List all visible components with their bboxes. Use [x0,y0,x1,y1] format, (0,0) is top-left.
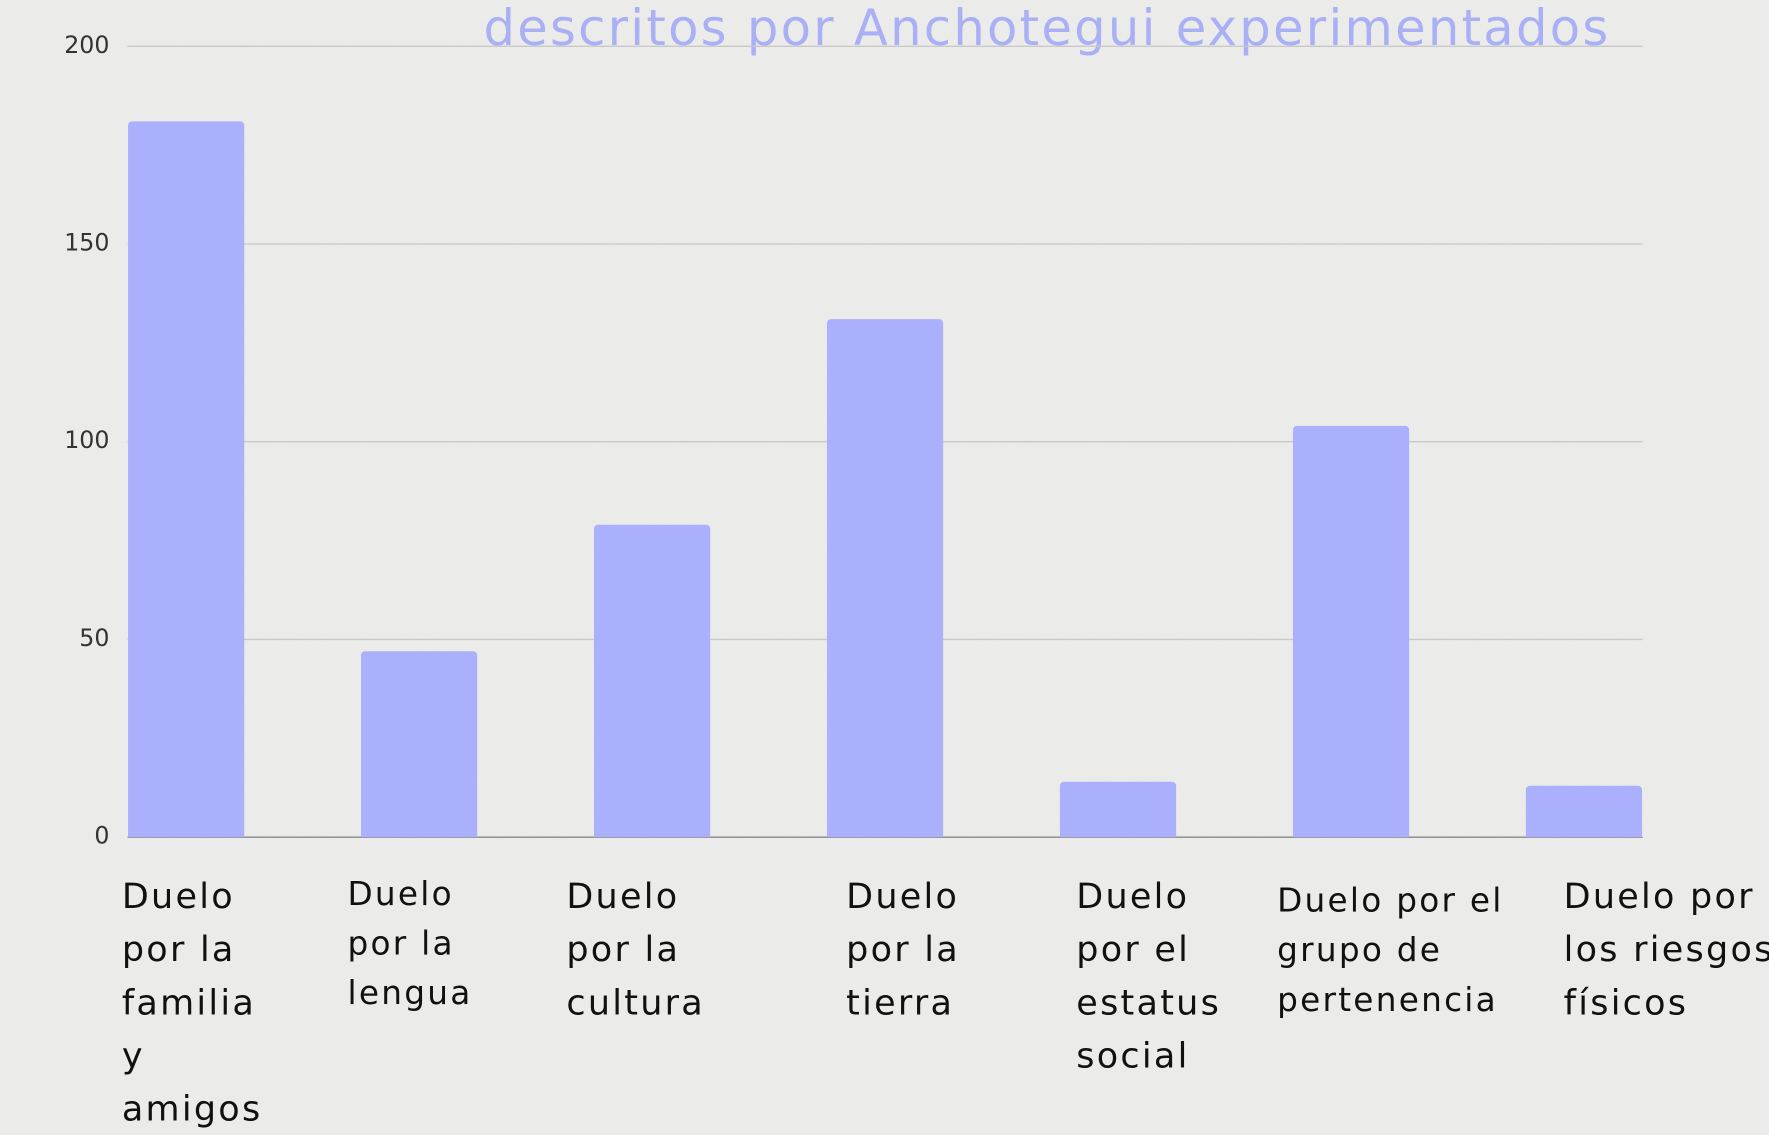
bar [1059,781,1177,838]
x-tick-label: Duelo por la familia y amigos [121,876,263,1130]
x-tick-label: Duelo por el grupo de pertenencia [1277,881,1504,1019]
bar [593,524,711,838]
y-tick-label: 50 [79,624,109,652]
x-tick-label: Duelo por la tierra [846,876,960,1024]
y-tick-label: 100 [64,426,109,454]
x-tick-label: Duelo por el estatus social [1076,876,1222,1077]
x-label-box: Duelo por la lengua [347,874,473,1013]
x-label-box: Duelo por la familia y amigos [121,876,263,1130]
x-label-box: Duelo por los riesgos físicos [1563,876,1769,1024]
bar [128,121,245,838]
y-tick-label: 0 [94,822,109,850]
bar [361,651,478,838]
y-tick-label: 200 [64,31,109,59]
bar [826,319,944,838]
x-label-box: Duelo por la cultura [566,876,705,1024]
x-label-box: Duelo por el grupo de pertenencia [1277,881,1504,1019]
x-label-box: Duelo por la tierra [846,876,960,1024]
x-tick-label: Duelo por la cultura [566,876,705,1024]
chart-title: descritos por Anchotegui experimentados [483,0,1610,57]
y-tick-label: 150 [64,228,109,256]
x-label-box: Duelo por el estatus social [1076,876,1222,1077]
bar [1292,425,1410,838]
x-tick-label: Duelo por la lengua [347,874,473,1013]
bar [1525,785,1643,838]
x-tick-label: Duelo por los riesgos físicos [1563,876,1769,1024]
